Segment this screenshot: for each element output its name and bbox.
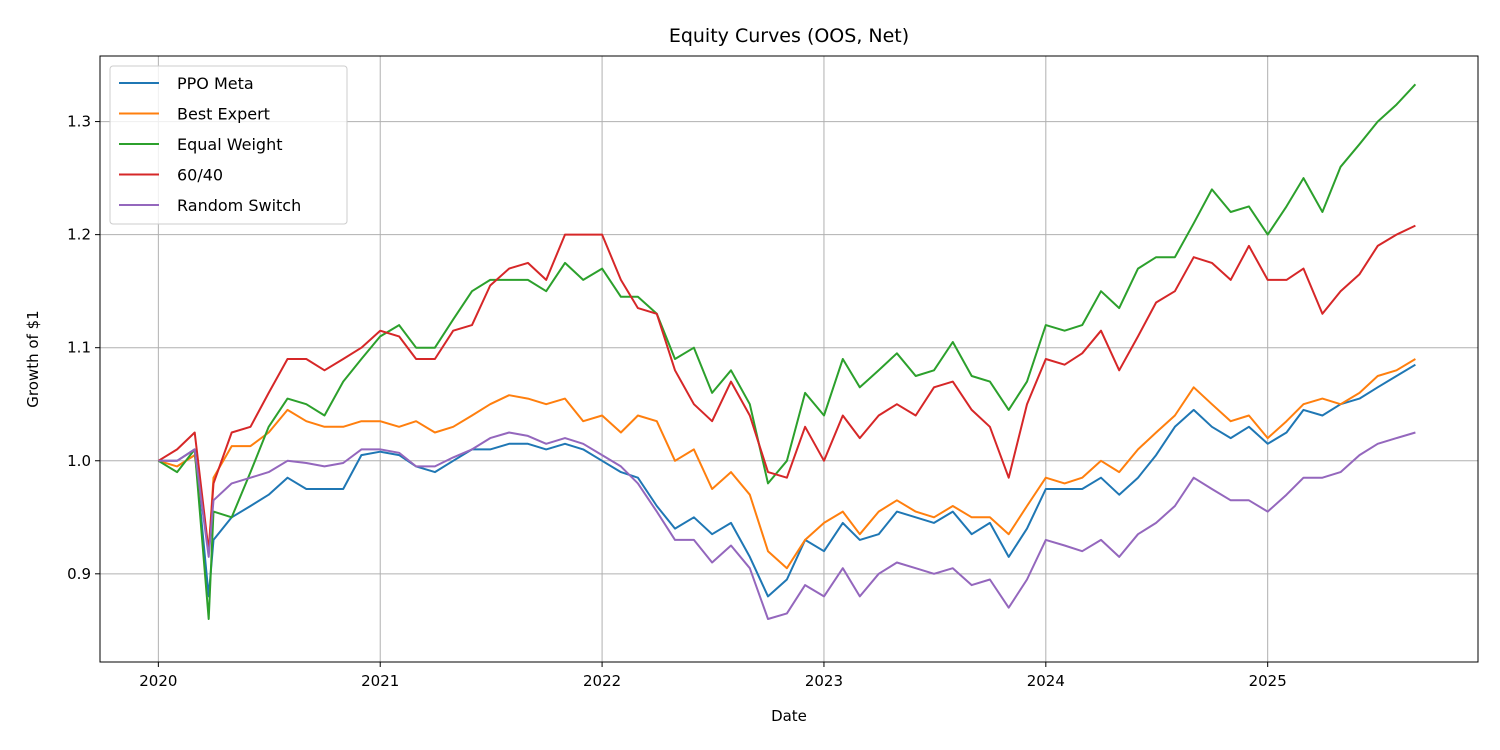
x-tick-label: 2022 [583,672,621,690]
grid [100,56,1478,662]
plot-frame [99,55,1479,663]
y-tick-label: 1.3 [67,113,91,131]
y-axis-label: Growth of $1 [24,310,42,407]
legend-label: Random Switch [177,196,301,215]
series-line-60-40 [157,224,1416,553]
series-line-best-expert [158,358,1416,570]
legend: PPO Meta Best Expert Equal Weight 60/40 Rand… [109,65,348,225]
x-tick-label: 2025 [1249,672,1287,690]
y-tick-label: 1.2 [67,226,91,244]
y-tick-label: 1.1 [67,339,91,357]
series-line-random-switch [158,431,1416,620]
series-line-equal-weight [157,83,1417,620]
legend-box [109,65,348,225]
legend-label: Equal Weight [177,135,282,154]
x-tick-label: 2023 [805,672,843,690]
y-tick-label: 0.9 [67,565,91,583]
x-tick-label: 2020 [139,672,177,690]
legend-label: 60/40 [177,166,223,185]
series-line-ppo-meta [158,363,1416,598]
x-axis-label: Date [771,707,807,725]
series-lines [157,83,1417,620]
y-tick-label: 1.0 [67,452,91,470]
axis-ticks: 2020 2021 2022 2023 2024 2025 0.9 1.0 1.1 1.2 1.3 [67,113,1287,690]
chart-title: Equity Curves (OOS, Net) [669,25,909,47]
x-tick-label: 2024 [1027,672,1065,690]
legend-label: Best Expert [177,105,270,124]
legend-label: PPO Meta [177,74,254,93]
x-tick-label: 2021 [361,672,399,690]
